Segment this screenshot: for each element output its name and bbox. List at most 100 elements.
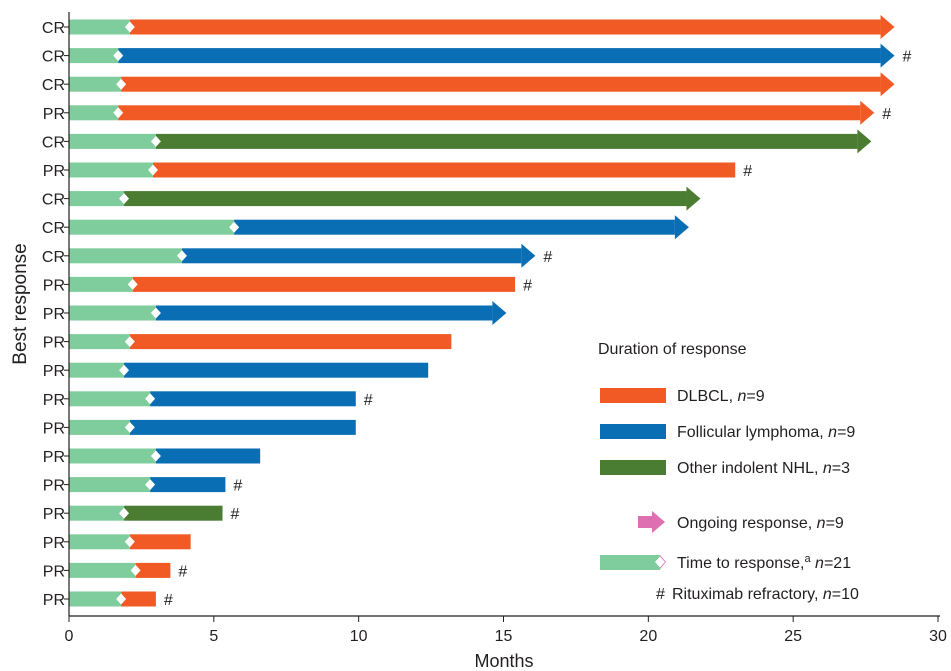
x-axis-title: Months xyxy=(474,651,533,671)
axis-layer: CR CR CR PR CR PR CR CR CR PR PR PR PR PR PR PR PR PR PR PR… xyxy=(42,20,947,645)
y-tick-label: PR xyxy=(43,420,65,437)
ongoing-arrowhead xyxy=(880,15,895,39)
response-row-8 xyxy=(69,215,689,240)
legend-n-value: =21 xyxy=(824,555,851,572)
duration-bar xyxy=(234,219,675,235)
y-tick-label: PR xyxy=(43,163,65,180)
legend-superscript: a xyxy=(804,553,811,565)
legend-label-text: Follicular lymphoma, xyxy=(677,424,828,441)
legend-ttr-swatch xyxy=(600,555,660,570)
legend-n-italic: n xyxy=(737,388,746,405)
legend-diamond xyxy=(655,556,665,568)
y-tick-label: PR xyxy=(43,478,65,495)
y-tick-label: PR xyxy=(43,106,65,123)
duration-bar xyxy=(129,334,452,350)
legend-n-value: =10 xyxy=(832,586,859,603)
y-tick-label: PR xyxy=(43,306,65,323)
legend-swatch xyxy=(600,424,666,439)
rituximab-refractory-marker: # xyxy=(231,506,240,523)
response-row-17: # xyxy=(69,477,242,495)
duration-bar xyxy=(118,48,881,64)
time-to-response-bar xyxy=(69,48,119,64)
response-row-3 xyxy=(69,72,895,97)
ongoing-arrowhead xyxy=(492,301,507,325)
rituximab-refractory-marker: # xyxy=(882,106,891,123)
time-to-response-bar xyxy=(69,19,130,35)
time-to-response-bar xyxy=(69,419,130,435)
response-diamond xyxy=(116,78,127,90)
legend-n-value: =9 xyxy=(837,424,855,441)
time-to-response-bar xyxy=(69,219,235,235)
response-diamond xyxy=(119,507,130,519)
rituximab-refractory-marker: # xyxy=(364,392,373,409)
legend-arrowhead xyxy=(652,511,665,533)
duration-bar xyxy=(132,276,516,292)
ongoing-arrowhead xyxy=(521,243,536,268)
response-row-14: # xyxy=(69,391,373,409)
response-row-6: # xyxy=(69,162,752,180)
legend-label-text: Rituximab refractory, xyxy=(672,586,823,603)
legend-label-text: Time to response, xyxy=(677,555,804,572)
y-tick-label: PR xyxy=(43,506,65,523)
duration-bar xyxy=(121,76,881,92)
x-tick-label: 10 xyxy=(350,628,368,645)
legend: Duration of response DLBCL, n=9Follicula… xyxy=(598,341,859,603)
legend-n-value: =9 xyxy=(826,515,844,532)
ongoing-arrowhead xyxy=(857,129,872,154)
duration-bar xyxy=(155,305,493,321)
rituximab-refractory-marker: # xyxy=(543,249,552,266)
y-tick-label: CR xyxy=(42,49,65,66)
time-to-response-bar xyxy=(69,105,119,121)
time-to-response-bar xyxy=(69,305,156,321)
y-tick-label: PR xyxy=(43,535,65,552)
response-diamond xyxy=(229,221,240,233)
response-diamond xyxy=(113,107,124,119)
ongoing-arrowhead xyxy=(686,186,701,211)
ongoing-arrowhead xyxy=(880,72,895,97)
duration-bar xyxy=(153,162,736,178)
response-diamond xyxy=(145,393,156,405)
duration-bar xyxy=(150,391,356,407)
rituximab-refractory-marker: # xyxy=(164,592,173,609)
legend-swatch xyxy=(600,460,666,475)
y-tick-label: PR xyxy=(43,392,65,409)
duration-bar xyxy=(118,105,861,121)
legend-label-text: Ongoing response, xyxy=(677,515,817,532)
response-diamond xyxy=(148,164,159,176)
rituximab-refractory-marker: # xyxy=(743,163,752,180)
legend-item-dlbcl: DLBCL, n=9 xyxy=(600,388,765,405)
y-tick-label: PR xyxy=(43,277,65,294)
response-row-18: # xyxy=(69,505,240,523)
legend-label: Other indolent NHL, n=3 xyxy=(677,460,850,477)
legend-n-value: =9 xyxy=(746,388,764,405)
time-to-response-bar xyxy=(69,162,154,178)
time-to-response-bar xyxy=(69,477,151,493)
x-tick-label: 15 xyxy=(495,628,513,645)
legend-swatch xyxy=(600,388,666,403)
response-diamond xyxy=(150,135,161,147)
x-tick-label: 5 xyxy=(209,628,218,645)
response-diamond xyxy=(124,421,135,433)
response-diamond xyxy=(130,564,141,576)
time-to-response-bar xyxy=(69,534,130,550)
response-diamond xyxy=(150,450,161,462)
bars-layer: # # # # # # # # # # xyxy=(69,15,912,609)
response-row-20: # xyxy=(69,562,187,580)
legend-n-italic: n xyxy=(823,460,832,477)
response-diamond xyxy=(116,593,127,605)
response-diamond xyxy=(113,50,124,62)
duration-bar xyxy=(150,477,226,493)
time-to-response-bar xyxy=(69,448,156,464)
rituximab-refractory-marker: # xyxy=(178,563,187,580)
y-tick-label: CR xyxy=(42,220,65,237)
duration-bar xyxy=(124,362,429,378)
y-axis-title: Best response xyxy=(10,243,31,364)
duration-bar xyxy=(124,191,687,207)
response-diamond xyxy=(145,479,156,491)
legend-label-text: Other indolent NHL, xyxy=(677,460,823,477)
legend-label: Follicular lymphoma, n=9 xyxy=(677,424,855,441)
y-tick-label: PR xyxy=(43,449,65,466)
y-tick-label: PR xyxy=(43,335,65,352)
legend-hash-symbol: # xyxy=(656,586,665,603)
rituximab-refractory-marker: # xyxy=(523,277,532,294)
